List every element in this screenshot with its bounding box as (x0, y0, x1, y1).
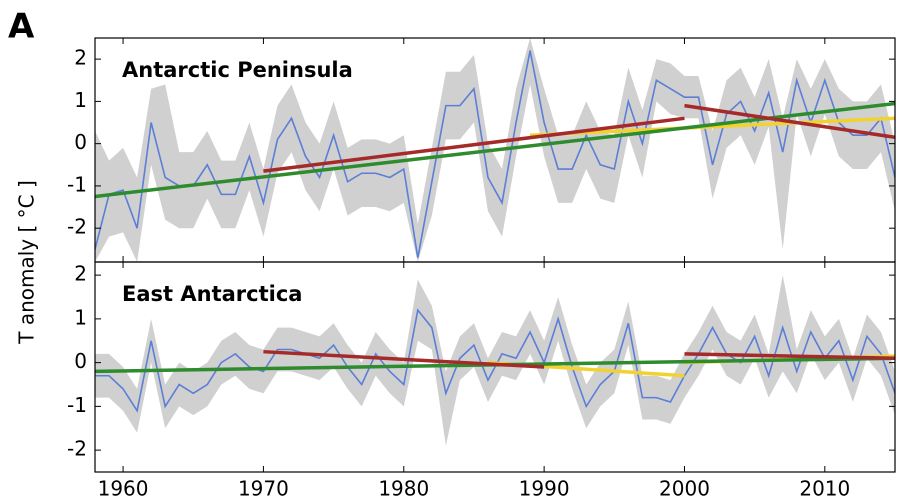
data-line (95, 50, 895, 258)
trend-line (684, 103, 895, 140)
y-tick-label: 1 (74, 88, 87, 112)
x-tick-label: 1980 (378, 477, 429, 501)
trend-line (263, 116, 685, 173)
panel-label: A (8, 7, 35, 47)
y-tick-label: -2 (67, 215, 87, 239)
x-tick-label: 1990 (519, 477, 570, 501)
trend-line (263, 349, 545, 369)
y-tick-label: 1 (74, 305, 87, 329)
trend-line (684, 352, 895, 360)
x-tick-label: 2010 (799, 477, 850, 501)
x-tick-label: 2000 (659, 477, 710, 501)
plot-area (95, 275, 895, 446)
y-tick-label: -1 (67, 393, 87, 417)
uncertainty-band (95, 38, 895, 262)
x-tick-label: 1960 (98, 477, 149, 501)
panel-title: Antarctic Peninsula (122, 58, 353, 82)
x-tick-label: 1970 (238, 477, 289, 501)
panel-title: East Antarctica (122, 282, 302, 306)
y-tick-label: 2 (74, 262, 87, 286)
y-tick-label: -2 (67, 437, 87, 461)
trend-line (530, 116, 895, 137)
y-tick-label: 0 (74, 130, 87, 154)
y-tick-label: -1 (67, 172, 87, 196)
y-tick-label: 0 (74, 349, 87, 373)
plot-area (95, 38, 895, 262)
y-axis-label: T anomaly [ °C ] (15, 180, 39, 345)
uncertainty-band (95, 275, 895, 446)
axes-frame (94, 261, 896, 473)
y-tick-label: 2 (74, 46, 87, 70)
